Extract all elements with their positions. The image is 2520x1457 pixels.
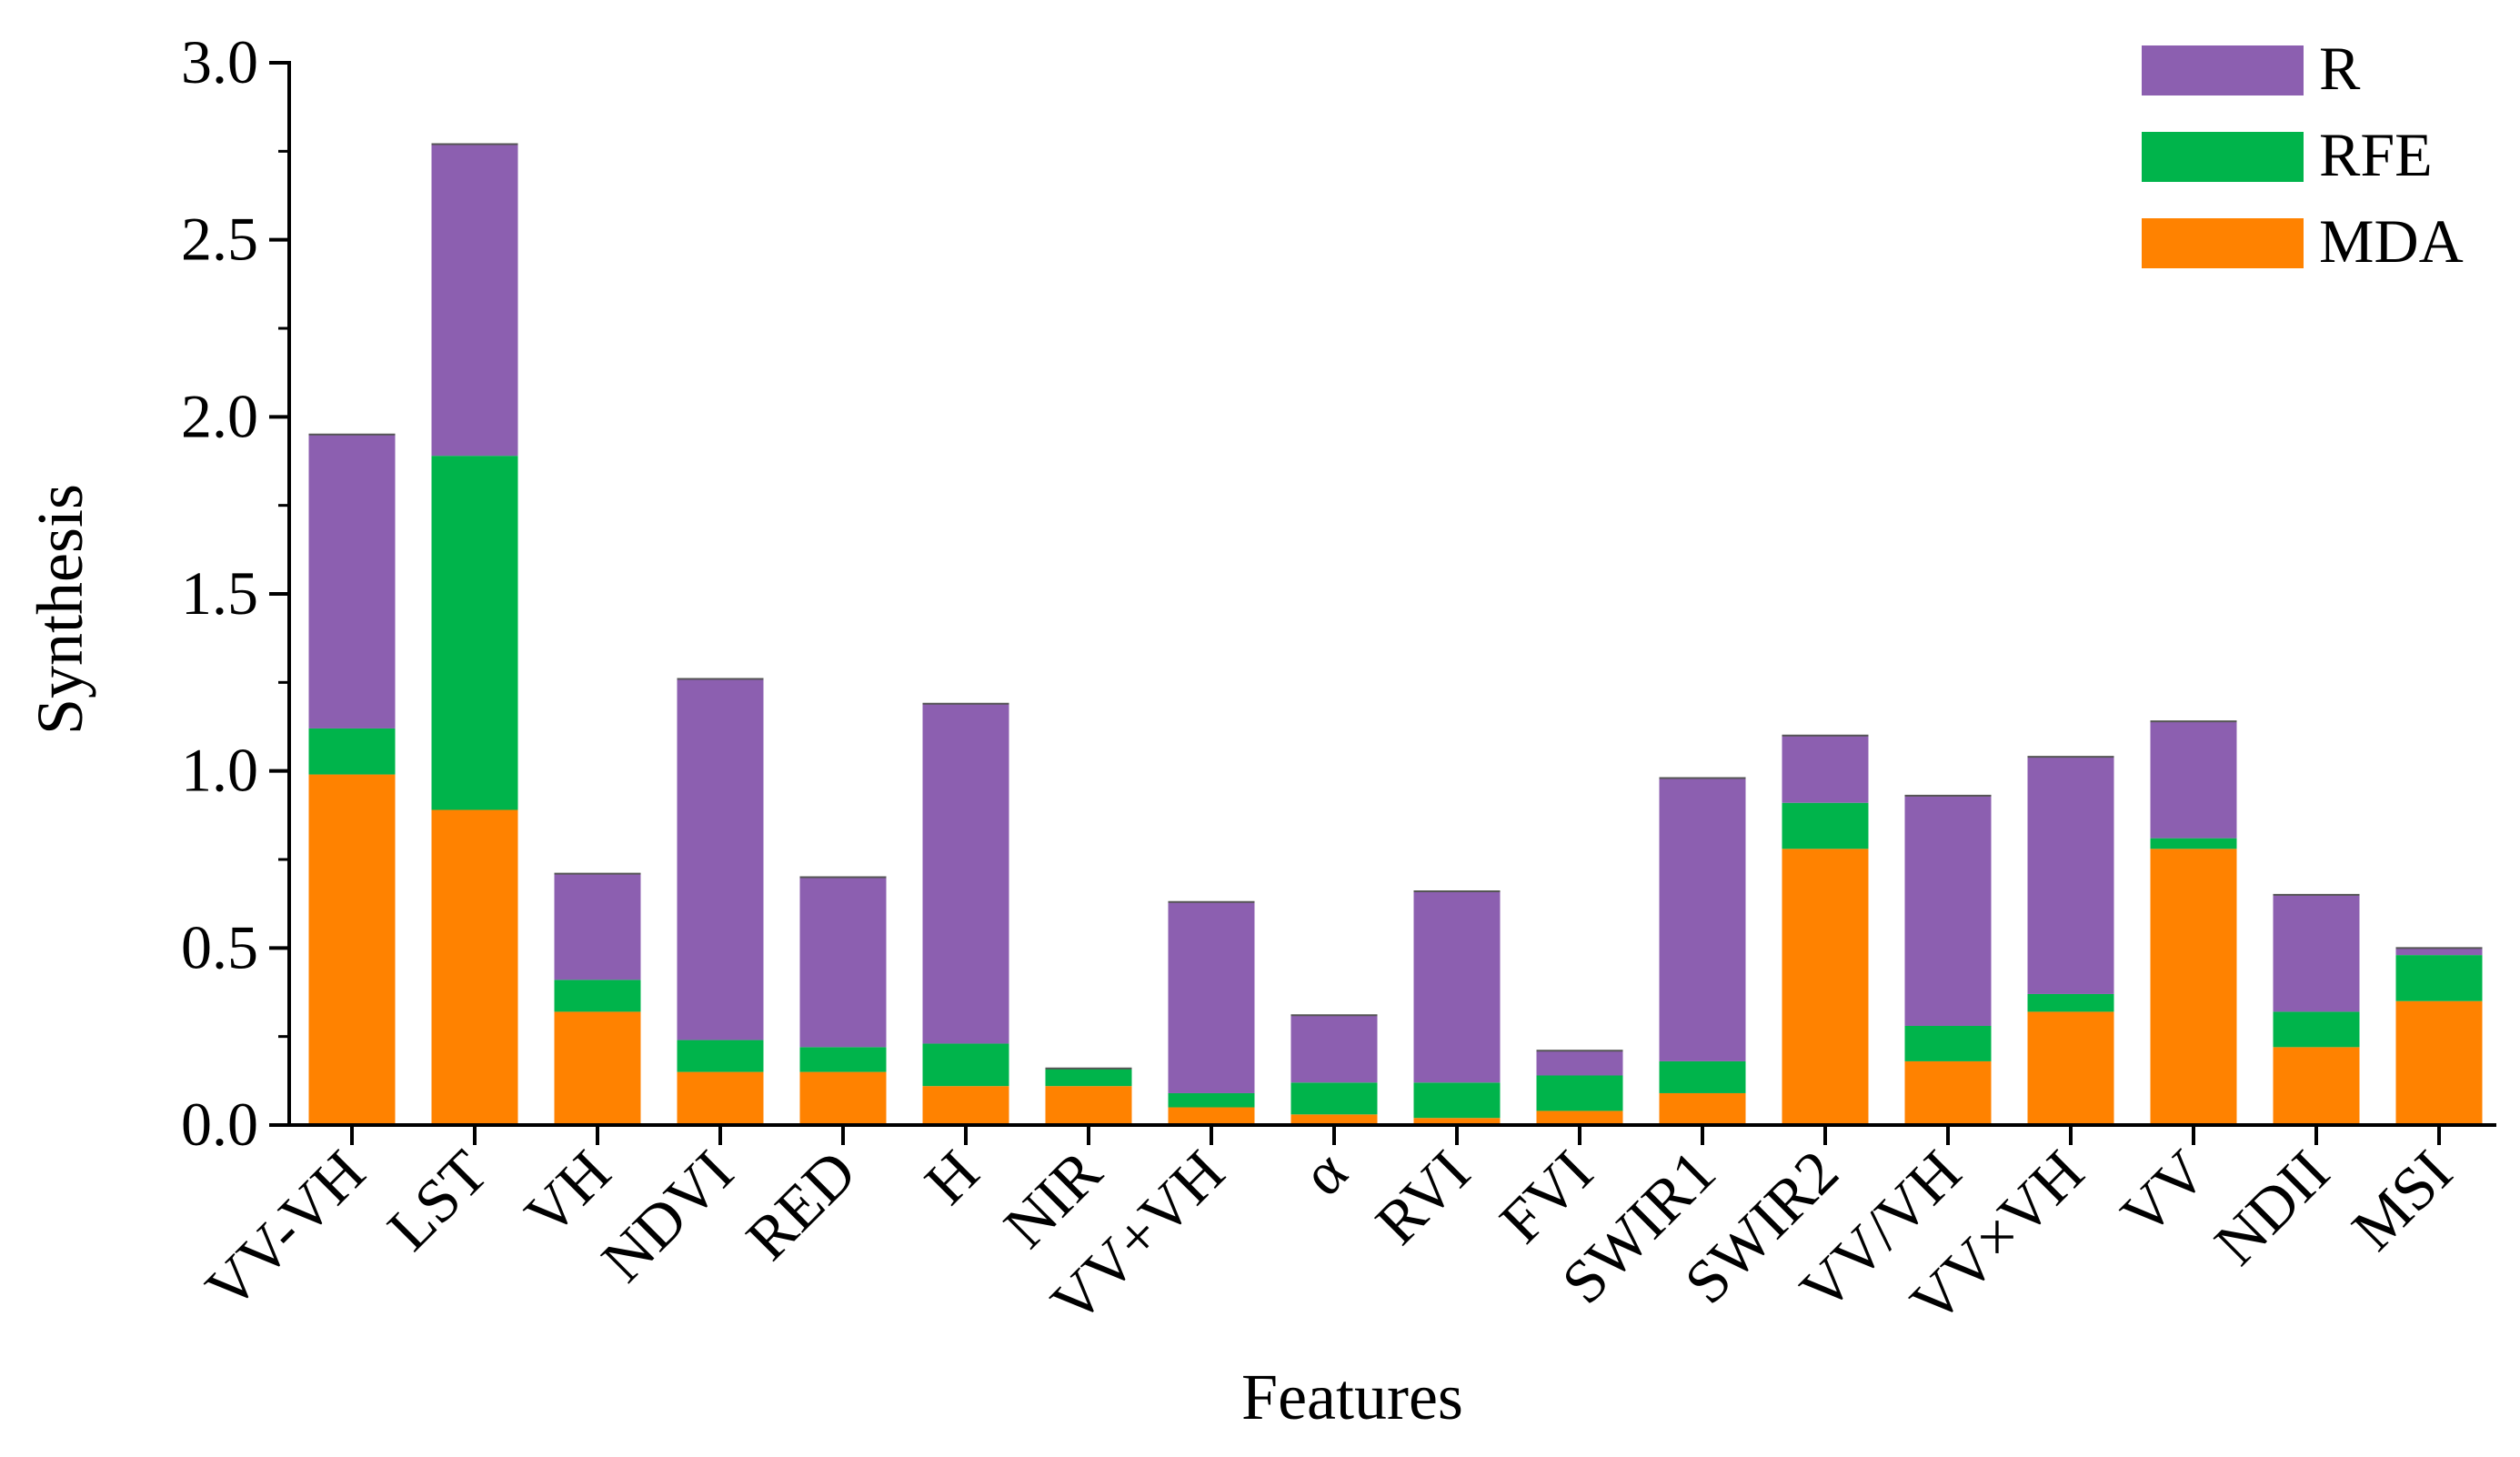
bar-rfe-17 xyxy=(2395,955,2483,1001)
x-tick-label: RVI xyxy=(1362,1137,1483,1258)
y-tick-label: 3.0 xyxy=(181,27,258,96)
x-axis-title: Features xyxy=(1241,1361,1463,1433)
bar-mda-13 xyxy=(1904,1060,1992,1125)
y-tick-label: 2.0 xyxy=(181,381,258,450)
legend-label-mda: MDA xyxy=(2319,206,2464,276)
bar-r-11 xyxy=(1659,778,1746,1061)
bar-r-7 xyxy=(1168,901,1255,1093)
bar-r-17 xyxy=(2395,948,2483,956)
bar-mda-14 xyxy=(2027,1011,2114,1125)
x-tick-label: VV-VH xyxy=(192,1137,377,1322)
bar-rfe-0 xyxy=(308,728,396,775)
bar-mda-6 xyxy=(1045,1086,1132,1125)
bar-rfe-7 xyxy=(1168,1092,1255,1108)
legend-swatch-mda xyxy=(2142,218,2304,268)
bar-r-3 xyxy=(677,678,764,1040)
bar-mda-5 xyxy=(922,1086,1009,1125)
bar-rfe-9 xyxy=(1413,1082,1501,1119)
bar-r-14 xyxy=(2027,757,2114,994)
bar-mda-11 xyxy=(1659,1092,1746,1125)
bar-mda-12 xyxy=(1782,849,1869,1125)
legend-label-r: R xyxy=(2319,34,2361,103)
x-tick-label: NDVI xyxy=(588,1137,747,1295)
bar-rfe-1 xyxy=(431,456,518,810)
bar-mda-2 xyxy=(554,1011,641,1125)
y-tick-label: 0.0 xyxy=(181,1090,258,1159)
legend: R RFE MDA xyxy=(2142,34,2464,276)
bar-mda-8 xyxy=(1290,1114,1378,1125)
bar-rfe-6 xyxy=(1045,1068,1132,1087)
bar-r-1 xyxy=(431,144,518,457)
x-tick-label: LST xyxy=(374,1137,500,1263)
x-tick-label: H xyxy=(911,1137,991,1217)
bar-r-4 xyxy=(799,877,887,1048)
bar-rfe-3 xyxy=(677,1040,764,1072)
bar-r-13 xyxy=(1904,795,1992,1026)
x-tick-label: VV xyxy=(2107,1137,2219,1249)
bar-rfe-2 xyxy=(554,980,641,1012)
bar-mda-10 xyxy=(1536,1110,1623,1125)
bar-rfe-15 xyxy=(2150,838,2237,849)
bar-rfe-16 xyxy=(2273,1011,2360,1048)
bar-mda-17 xyxy=(2395,1000,2483,1125)
bar-r-9 xyxy=(1413,891,1501,1083)
y-tick-label: 1.0 xyxy=(181,736,258,805)
bar-mda-16 xyxy=(2273,1047,2360,1125)
bar-r-16 xyxy=(2273,894,2360,1012)
legend-swatch-rfe xyxy=(2142,132,2304,182)
bar-mda-4 xyxy=(799,1071,887,1125)
x-tick-label: RED xyxy=(733,1137,869,1273)
bar-rfe-5 xyxy=(922,1043,1009,1087)
bar-rfe-8 xyxy=(1290,1082,1378,1115)
bar-r-15 xyxy=(2150,721,2237,839)
y-tick-label: 0.5 xyxy=(181,912,258,981)
bar-r-10 xyxy=(1536,1050,1623,1076)
legend-swatch-r xyxy=(2142,45,2304,95)
bar-mda-9 xyxy=(1413,1118,1501,1125)
bars-layer xyxy=(308,143,2483,1125)
bar-rfe-12 xyxy=(1782,802,1869,849)
bar-rfe-11 xyxy=(1659,1060,1746,1093)
x-tick-label: α xyxy=(1289,1137,1360,1209)
y-tick-label: 2.5 xyxy=(181,205,258,274)
bar-mda-1 xyxy=(431,809,518,1125)
bar-mda-15 xyxy=(2150,849,2237,1125)
bar-mda-3 xyxy=(677,1071,764,1125)
bar-r-8 xyxy=(1290,1015,1378,1083)
x-tick-label: NDII xyxy=(2201,1137,2342,1278)
y-tick-label: 1.5 xyxy=(181,558,258,628)
bar-rfe-4 xyxy=(799,1047,887,1072)
y-axis-title: Synthesis xyxy=(24,484,96,735)
bar-mda-0 xyxy=(308,774,396,1125)
bar-rfe-13 xyxy=(1904,1025,1992,1061)
bar-mda-7 xyxy=(1168,1107,1255,1125)
legend-label-rfe: RFE xyxy=(2319,120,2433,189)
x-tick-label: MSI xyxy=(2338,1137,2465,1263)
bar-rfe-14 xyxy=(2027,993,2114,1012)
bar-r-5 xyxy=(922,703,1009,1044)
bar-rfe-10 xyxy=(1536,1075,1623,1111)
bar-r-0 xyxy=(308,434,396,728)
bar-r-12 xyxy=(1782,735,1869,803)
bar-r-2 xyxy=(554,873,641,980)
